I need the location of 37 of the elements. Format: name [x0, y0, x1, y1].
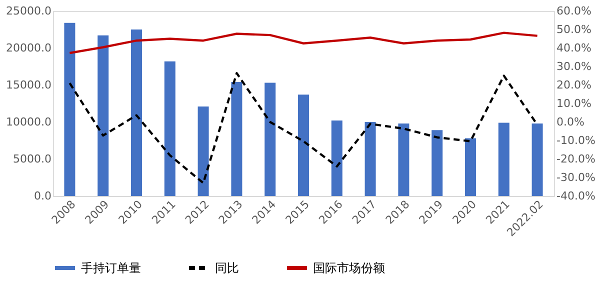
y2-tick-label: 30.0%: [556, 60, 592, 73]
bar: [532, 123, 543, 196]
y-tick-label: 15000.0: [6, 78, 52, 92]
bar: [264, 82, 276, 196]
bar: [64, 22, 76, 196]
bar: [331, 120, 342, 196]
bar: [231, 82, 242, 196]
legend-label: 同比: [215, 261, 239, 275]
line-series: [68, 72, 538, 184]
y2-tick-label: -20.0%: [556, 152, 596, 166]
y-tick-label: 20000.0: [6, 42, 52, 54]
bar: [164, 61, 176, 196]
bar: [298, 94, 309, 196]
bar: [432, 130, 443, 196]
y2-tick-label: 50.0%: [556, 23, 592, 36]
y-tick-label: 5000.0: [13, 152, 52, 166]
y2-tick-label: 60.0%: [556, 4, 592, 18]
bar: [131, 30, 142, 196]
y2-tick-label: 20.0%: [556, 78, 592, 92]
legend-label: 国际市场份额: [313, 261, 385, 275]
bar: [198, 106, 209, 196]
bar: [364, 122, 376, 196]
bar: [398, 123, 410, 196]
y2-tick-label: -10.0%: [556, 134, 596, 147]
bar: [98, 35, 109, 196]
y2-tick-label: -40.0%: [556, 190, 596, 202]
bar: [465, 138, 476, 196]
y-tick-label: 25000.0: [6, 4, 52, 18]
y2-tick-label: 0.0%: [556, 116, 584, 128]
y2-tick-label: 10.0%: [556, 97, 592, 110]
y2-tick-label: 40.0%: [556, 42, 592, 54]
y2-tick-label: -30.0%: [556, 171, 596, 184]
legend-label: 手持订单量: [81, 261, 141, 275]
y-tick-label: 0.0: [34, 190, 52, 202]
bar: [498, 122, 510, 196]
line-series: [68, 32, 538, 54]
y-tick-label: 10000.0: [6, 116, 52, 128]
